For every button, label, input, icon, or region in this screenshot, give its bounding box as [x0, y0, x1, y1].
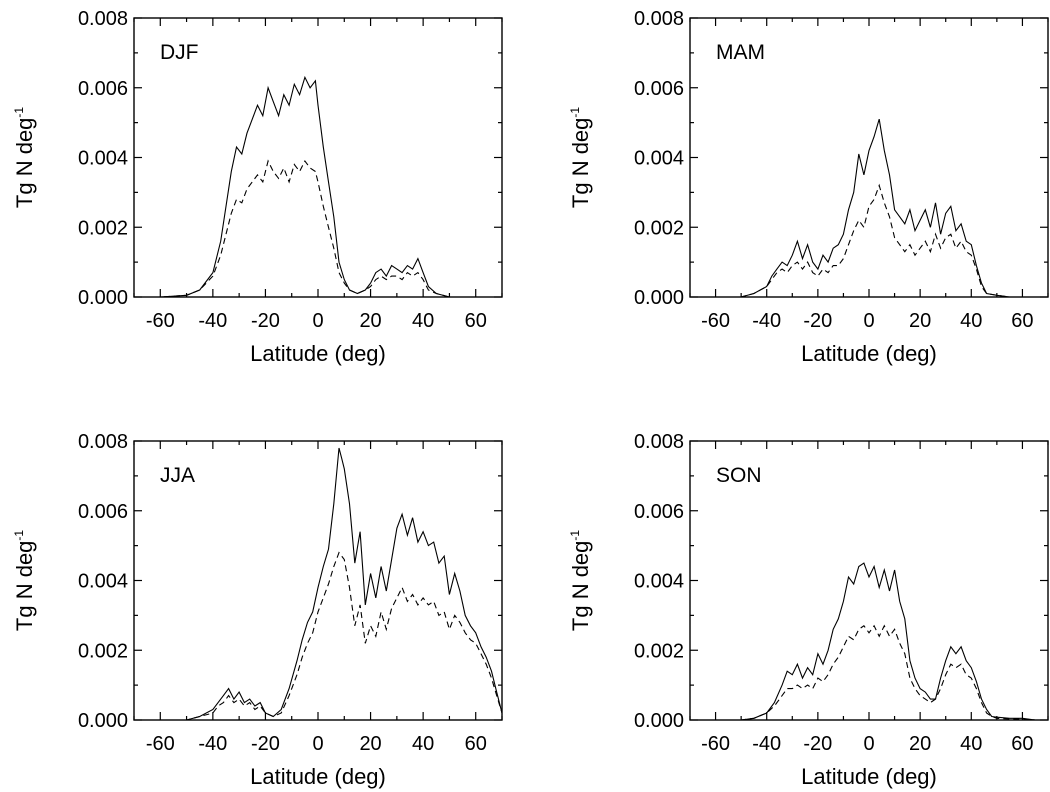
y-tick-label: 0.006 — [78, 501, 128, 523]
y-tick-label: 0.008 — [78, 431, 128, 453]
x-tick-label: -40 — [198, 310, 227, 332]
y-tick-label: 0.004 — [634, 571, 684, 593]
x-tick-label: 40 — [960, 733, 982, 755]
series-line-solid — [134, 75, 450, 298]
x-axis-label: Latitude (deg) — [250, 764, 386, 789]
y-tick-label: 0.006 — [634, 501, 684, 523]
series-line-dashed — [134, 551, 503, 721]
panel-djf: -60 -40 -20 0 20 40 60 0.000 0.002 0.004 0.006 0.00… — [12, 8, 503, 366]
x-axis-label: Latitude (deg) — [250, 341, 386, 366]
series-line-dashed — [690, 183, 1048, 298]
y-tick-label: 0.006 — [634, 78, 684, 100]
y-axis-label: Tg N deg-1 — [568, 530, 593, 631]
x-tick-label: 40 — [412, 310, 434, 332]
y-tick-label: 0.008 — [78, 8, 128, 30]
y-tick-label: 0.000 — [634, 287, 684, 309]
x-tick-label: -60 — [701, 733, 730, 755]
y-tick-label: 0.008 — [634, 8, 684, 30]
series-line-solid — [690, 562, 1048, 721]
x-tick-label: -20 — [803, 310, 832, 332]
y-tick-label: 0.000 — [78, 287, 128, 309]
y-tick-label: 0.000 — [634, 710, 684, 732]
x-tick-label: -40 — [752, 310, 781, 332]
x-tick-label: -20 — [803, 733, 832, 755]
x-tick-label: 20 — [359, 310, 381, 332]
y-tick-label: 0.002 — [634, 217, 684, 239]
y-tick-label: 0.008 — [634, 431, 684, 453]
series-line-dashed — [690, 624, 1048, 721]
panel-son: -60 -40 -20 0 20 40 60 0.000 0.002 0.004 0.006 0.00… — [568, 431, 1049, 789]
panel-mam: -60 -40 -20 0 20 40 60 0.000 0.002 0.004 0.006 0.00… — [568, 8, 1049, 366]
x-tick-label: -40 — [198, 733, 227, 755]
panel-title: SON — [716, 464, 762, 487]
y-tick-label: 0.002 — [78, 217, 128, 239]
y-tick-label: 0.006 — [78, 78, 128, 100]
x-tick-label: 0 — [863, 310, 874, 332]
panel-jja: -60 -40 -20 0 20 40 60 0.000 0.002 0.004 0.006 0.00… — [12, 431, 503, 789]
y-tick-label: 0.002 — [634, 640, 684, 662]
x-tick-label: -20 — [251, 310, 280, 332]
y-axis-label: Tg N deg-1 — [568, 107, 593, 208]
y-tick-label: 0.004 — [78, 571, 128, 593]
x-tick-label: -20 — [251, 733, 280, 755]
x-tick-label: 40 — [960, 310, 982, 332]
series-line-solid — [690, 118, 1048, 298]
x-tick-label: 60 — [465, 310, 487, 332]
x-axis-label: Latitude (deg) — [801, 341, 937, 366]
x-tick-label: 60 — [1011, 310, 1033, 332]
x-tick-label: 0 — [312, 733, 323, 755]
x-tick-label: 60 — [465, 733, 487, 755]
x-tick-label: 60 — [1011, 733, 1033, 755]
panel-title: JJA — [160, 464, 195, 487]
panel-title: DJF — [160, 41, 199, 64]
x-tick-label: 20 — [909, 310, 931, 332]
x-tick-label: 0 — [863, 733, 874, 755]
y-axis-label: Tg N deg-1 — [12, 530, 37, 631]
y-tick-label: 0.004 — [634, 148, 684, 170]
x-tick-label: -60 — [146, 733, 175, 755]
x-axis-label: Latitude (deg) — [801, 764, 937, 789]
series-line-dashed — [134, 159, 450, 298]
y-tick-label: 0.004 — [78, 148, 128, 170]
x-tick-label: 20 — [909, 733, 931, 755]
x-tick-label: 0 — [312, 310, 323, 332]
y-tick-label: 0.002 — [78, 640, 128, 662]
y-tick-label: 0.000 — [78, 710, 128, 732]
x-tick-label: 20 — [359, 733, 381, 755]
x-tick-label: 40 — [412, 733, 434, 755]
x-tick-label: -40 — [752, 733, 781, 755]
panel-title: MAM — [716, 41, 765, 64]
x-tick-label: -60 — [701, 310, 730, 332]
series-line-solid — [134, 447, 503, 721]
y-axis-label: Tg N deg-1 — [12, 107, 37, 208]
x-tick-label: -60 — [146, 310, 175, 332]
